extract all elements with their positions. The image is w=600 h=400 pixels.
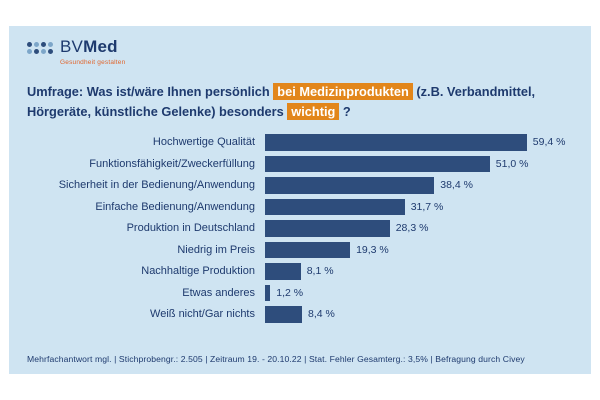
chart-row: Weiß nicht/Gar nichts 8,4 %: [27, 304, 573, 326]
chart-row: Funktionsfähigkeit/Zweckerfüllung 51,0 %: [27, 153, 573, 175]
bvmed-logo: BVMed Gesundheit gestalten: [27, 38, 573, 72]
logo-name-bold: Med: [83, 37, 118, 56]
bar: [265, 177, 435, 194]
bar-track: 51,0 %: [265, 153, 573, 175]
chart-row: Etwas anderes 1,2 %: [27, 282, 573, 304]
category-label: Nachhaltige Produktion: [141, 265, 255, 278]
bvmed-logo-text: BVMed Gesundheit gestalten: [60, 38, 125, 66]
logo-dot-icon: [41, 42, 46, 47]
bar: [265, 263, 301, 280]
value-label: 31,7 %: [410, 200, 444, 213]
survey-question-title: Umfrage: Was ist/wäre Ihnen persönlich b…: [27, 82, 573, 122]
bar-track: 28,3 %: [265, 218, 573, 240]
value-label: 59,4 %: [532, 136, 566, 149]
value-label: 1,2 %: [276, 286, 304, 299]
bvmed-logo-name: BVMed: [60, 37, 118, 56]
bar-track: 8,4 %: [265, 304, 573, 326]
chart-row: Hochwertige Qualität 59,4 %: [27, 132, 573, 154]
chart-row: Einfache Bedienung/Anwendung 31,7 %: [27, 196, 573, 218]
bar: [265, 198, 405, 216]
logo-dot-icon: [27, 49, 32, 54]
category-label: Einfache Bedienung/Anwendung: [95, 200, 255, 213]
title-highlight-medizinprodukten: bei Medizinprodukten: [273, 83, 413, 100]
logo-name-regular: BV: [60, 37, 84, 56]
value-label: 38,4 %: [440, 179, 473, 192]
title-text: (z.B. Verbandmittel, Hörgeräte, künstlic…: [27, 84, 536, 119]
logo-dot-icon: [41, 49, 46, 54]
bar: [265, 155, 490, 173]
bar-track: 8,1 %: [265, 261, 573, 283]
bar: [265, 220, 390, 237]
category-label: Funktionsfähigkeit/Zweckerfüllung: [89, 157, 255, 170]
bar-track: 31,7 %: [265, 196, 573, 218]
category-label: Etwas anderes: [182, 286, 255, 299]
bar-track: 19,3 %: [265, 239, 573, 261]
chart-row: Sicherheit in der Bedienung/Anwendung 38,…: [27, 175, 573, 197]
title-text: Umfrage: Was ist/wäre Ihnen persönlich: [27, 84, 274, 99]
bar: [265, 284, 271, 302]
logo-dot-icon: [48, 42, 53, 47]
title-text: ?: [339, 103, 351, 119]
bar: [265, 241, 351, 259]
logo-dot-icon: [27, 42, 32, 47]
bar-track: 59,4 %: [265, 132, 573, 154]
title-highlight-wichtig: wichtig: [287, 102, 340, 120]
chart-row: Niedrig im Preis 19,3 %: [27, 239, 573, 261]
footnote: Mehrfachantwort mgl. | Stichprobengr.: 2…: [27, 354, 525, 364]
value-label: 51,0 %: [495, 157, 529, 170]
chart-row: Produktion in Deutschland 28,3 %: [27, 218, 573, 240]
logo-dot-icon: [48, 49, 53, 54]
value-label: 19,3 %: [356, 243, 389, 256]
bar: [265, 306, 303, 323]
value-label: 8,1 %: [306, 265, 334, 278]
bar-track: 38,4 %: [265, 175, 573, 197]
bvmed-logo-dots-icon: [27, 42, 53, 54]
logo-dot-icon: [34, 42, 39, 47]
category-label: Hochwertige Qualität: [152, 136, 255, 149]
value-label: 8,4 %: [308, 308, 335, 321]
infographic-panel: BVMed Gesundheit gestalten Umfrage: Was …: [9, 26, 591, 374]
chart-row: Nachhaltige Produktion 8,1 %: [27, 261, 573, 283]
category-label: Sicherheit in der Bedienung/Anwendung: [58, 179, 255, 192]
value-label: 28,3 %: [395, 222, 429, 235]
category-label: Produktion in Deutschland: [126, 222, 255, 235]
bar-chart: Hochwertige Qualität 59,4 % Funktionsfähig…: [27, 132, 573, 326]
bar: [265, 134, 527, 151]
bar-track: 1,2 %: [265, 282, 573, 304]
bvmed-logo-tagline: Gesundheit gestalten: [60, 59, 126, 66]
category-label: Niedrig im Preis: [177, 243, 255, 256]
category-label: Weiß nicht/Gar nichts: [150, 308, 255, 321]
logo-dot-icon: [34, 49, 39, 54]
